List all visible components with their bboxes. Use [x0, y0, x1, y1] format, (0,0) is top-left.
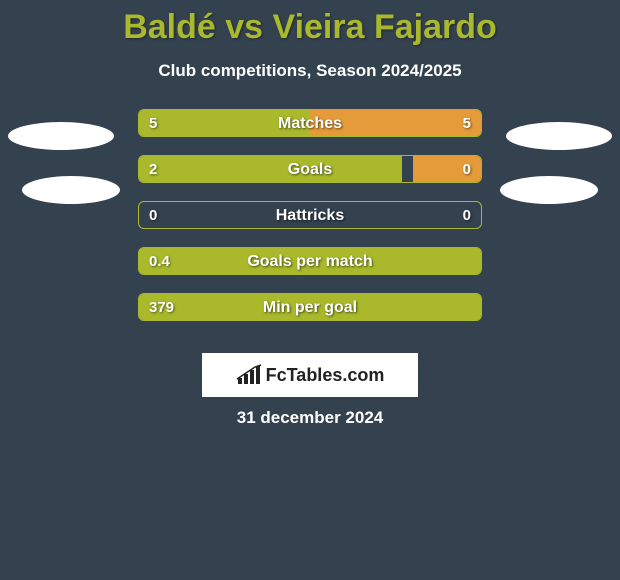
fctables-logo-link[interactable]: FcTables.com — [202, 353, 418, 397]
bar-track: 55Matches — [138, 109, 482, 137]
bar-left-fill — [139, 248, 481, 274]
value-right: 5 — [463, 110, 471, 137]
player-ellipse — [22, 176, 120, 204]
bar-left-fill — [139, 294, 481, 320]
player-ellipse — [506, 122, 612, 150]
bar-left-fill — [139, 156, 402, 182]
page-title: Baldé vs Vieira Fajardo — [0, 0, 620, 47]
date-label: 31 december 2024 — [0, 408, 620, 428]
value-left: 0.4 — [149, 248, 170, 275]
value-right: 0 — [463, 156, 471, 183]
bar-track: 0.4Goals per match — [138, 247, 482, 275]
bar-right-fill — [310, 110, 481, 136]
value-left: 0 — [149, 202, 157, 229]
stat-row: 379Min per goal — [0, 293, 620, 321]
bar-track: 20Goals — [138, 155, 482, 183]
bar-track: 379Min per goal — [138, 293, 482, 321]
value-left: 2 — [149, 156, 157, 183]
stat-row: 0.4Goals per match — [0, 247, 620, 275]
bar-left-fill — [139, 110, 310, 136]
stat-label: Hattricks — [139, 202, 481, 229]
value-left: 5 — [149, 110, 157, 137]
bar-track: 0 0Hattricks — [138, 201, 482, 229]
stat-row: 0 0Hattricks — [0, 201, 620, 229]
value-left: 379 — [149, 294, 174, 321]
logo-text: FcTables.com — [266, 365, 385, 386]
player-ellipse — [8, 122, 114, 150]
bar-chart-icon — [236, 364, 262, 386]
value-right: 0 — [463, 202, 471, 229]
player-ellipse — [500, 176, 598, 204]
subtitle: Club competitions, Season 2024/2025 — [0, 61, 620, 81]
